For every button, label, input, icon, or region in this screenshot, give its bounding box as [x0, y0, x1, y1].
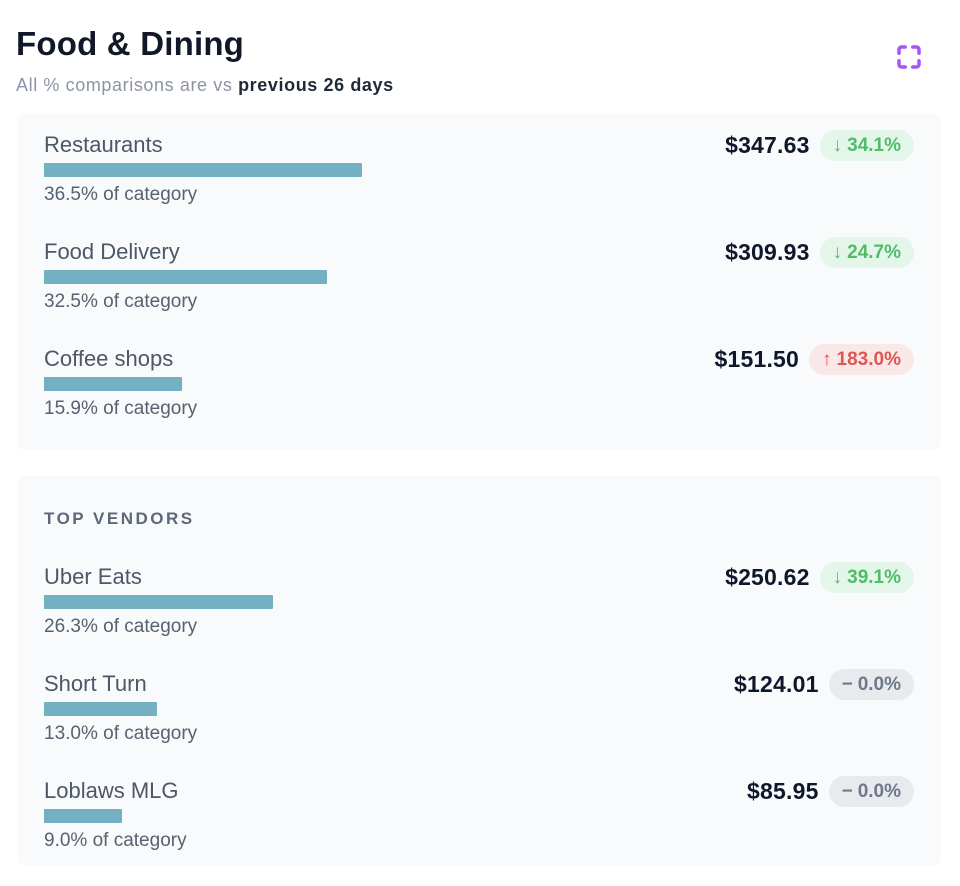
top-vendors-card: TOP VENDORS Uber Eats $250.62 ↓ 39.1% 26…: [17, 476, 941, 865]
vendor-row: Short Turn $124.01 − 0.0% 13.0% of categ…: [44, 667, 914, 744]
vendor-row: Loblaws MLG $85.95 − 0.0% 9.0% of catego…: [44, 774, 914, 851]
expand-icon: [894, 42, 924, 72]
vendor-label: Uber Eats: [44, 564, 142, 589]
category-label: Food Delivery: [44, 239, 180, 264]
vendor-share-label: 26.3% of category: [44, 616, 198, 637]
change-badge: ↓ 24.7%: [819, 236, 914, 268]
change-value: 34.1%: [847, 134, 901, 156]
category-share-bar: [44, 163, 362, 177]
category-values: $347.63 ↓ 34.1%: [725, 129, 914, 161]
vendor-share-bar: [44, 595, 273, 609]
change-badge: ↑ 183.0%: [809, 343, 914, 375]
vendor-row-header: Short Turn $124.01 − 0.0%: [44, 667, 914, 701]
change-value: 183.0%: [836, 348, 901, 370]
category-amount: $309.93: [725, 238, 810, 265]
vendor-values: $250.62 ↓ 39.1%: [725, 561, 914, 593]
category-share-label: 15.9% of category: [44, 398, 198, 419]
vendor-label: Short Turn: [44, 671, 147, 696]
vendor-amount: $124.01: [734, 670, 819, 697]
category-row: Food Delivery $309.93 ↓ 24.7% 32.5% of c…: [44, 235, 914, 312]
change-value: 0.0%: [857, 673, 901, 695]
change-badge: ↓ 39.1%: [819, 561, 914, 593]
vendor-label: Loblaws MLG: [44, 778, 179, 803]
minus-icon: −: [841, 780, 853, 802]
vendor-share-bar: [44, 809, 123, 823]
change-value: 0.0%: [857, 780, 901, 802]
change-badge: ↓ 34.1%: [819, 129, 914, 161]
panel-header: Food & Dining All % comparisons are vs p…: [0, 0, 960, 96]
arrow-down-icon: ↓: [832, 241, 843, 263]
category-amount: $347.63: [725, 131, 810, 158]
vendor-share-label: 9.0% of category: [44, 830, 187, 851]
category-row-header: Restaurants $347.63 ↓ 34.1%: [44, 128, 914, 162]
vendor-row: Uber Eats $250.62 ↓ 39.1% 26.3% of categ…: [44, 560, 914, 637]
vendor-values: $124.01 − 0.0%: [734, 668, 914, 700]
vendor-share-bar: [44, 702, 158, 716]
arrow-down-icon: ↓: [832, 566, 843, 588]
minus-icon: −: [841, 673, 853, 695]
vendor-row-header: Uber Eats $250.62 ↓ 39.1%: [44, 560, 914, 594]
comparison-note: All % comparisons are vs previous 26 day…: [16, 74, 944, 96]
category-row: Coffee shops $151.50 ↑ 183.0% 15.9% of c…: [44, 342, 914, 419]
category-label: Coffee shops: [44, 346, 174, 371]
vendor-amount: $85.95: [747, 777, 819, 804]
category-values: $309.93 ↓ 24.7%: [725, 236, 914, 268]
comparison-period: previous 26 days: [238, 75, 394, 95]
vendor-values: $85.95 − 0.0%: [747, 775, 914, 807]
page-title: Food & Dining: [16, 25, 245, 62]
vendor-amount: $250.62: [725, 563, 810, 590]
category-row: Restaurants $347.63 ↓ 34.1% 36.5% of cat…: [44, 128, 914, 205]
category-values: $151.50 ↑ 183.0%: [714, 343, 914, 375]
expand-button[interactable]: [892, 40, 926, 74]
vendor-share-label: 13.0% of category: [44, 723, 198, 744]
category-share-label: 32.5% of category: [44, 291, 198, 312]
vendor-row-header: Loblaws MLG $85.95 − 0.0%: [44, 774, 914, 808]
change-value: 24.7%: [847, 241, 901, 263]
arrow-down-icon: ↓: [832, 134, 843, 156]
arrow-up-icon: ↑: [822, 348, 832, 370]
category-label: Restaurants: [44, 132, 163, 157]
change-badge: − 0.0%: [828, 668, 914, 700]
category-amount: $151.50: [714, 345, 800, 372]
change-value: 39.1%: [847, 566, 901, 588]
category-share-bar: [44, 377, 183, 391]
change-badge: − 0.0%: [828, 775, 914, 807]
category-share-label: 36.5% of category: [44, 184, 198, 205]
top-vendors-heading: TOP VENDORS: [44, 509, 195, 528]
comparison-note-prefix: All % comparisons are vs: [16, 75, 239, 95]
category-row-header: Coffee shops $151.50 ↑ 183.0%: [44, 342, 914, 376]
category-row-header: Food Delivery $309.93 ↓ 24.7%: [44, 235, 914, 269]
category-share-bar: [44, 270, 327, 284]
category-breakdown-card: Restaurants $347.63 ↓ 34.1% 36.5% of cat…: [17, 113, 941, 450]
